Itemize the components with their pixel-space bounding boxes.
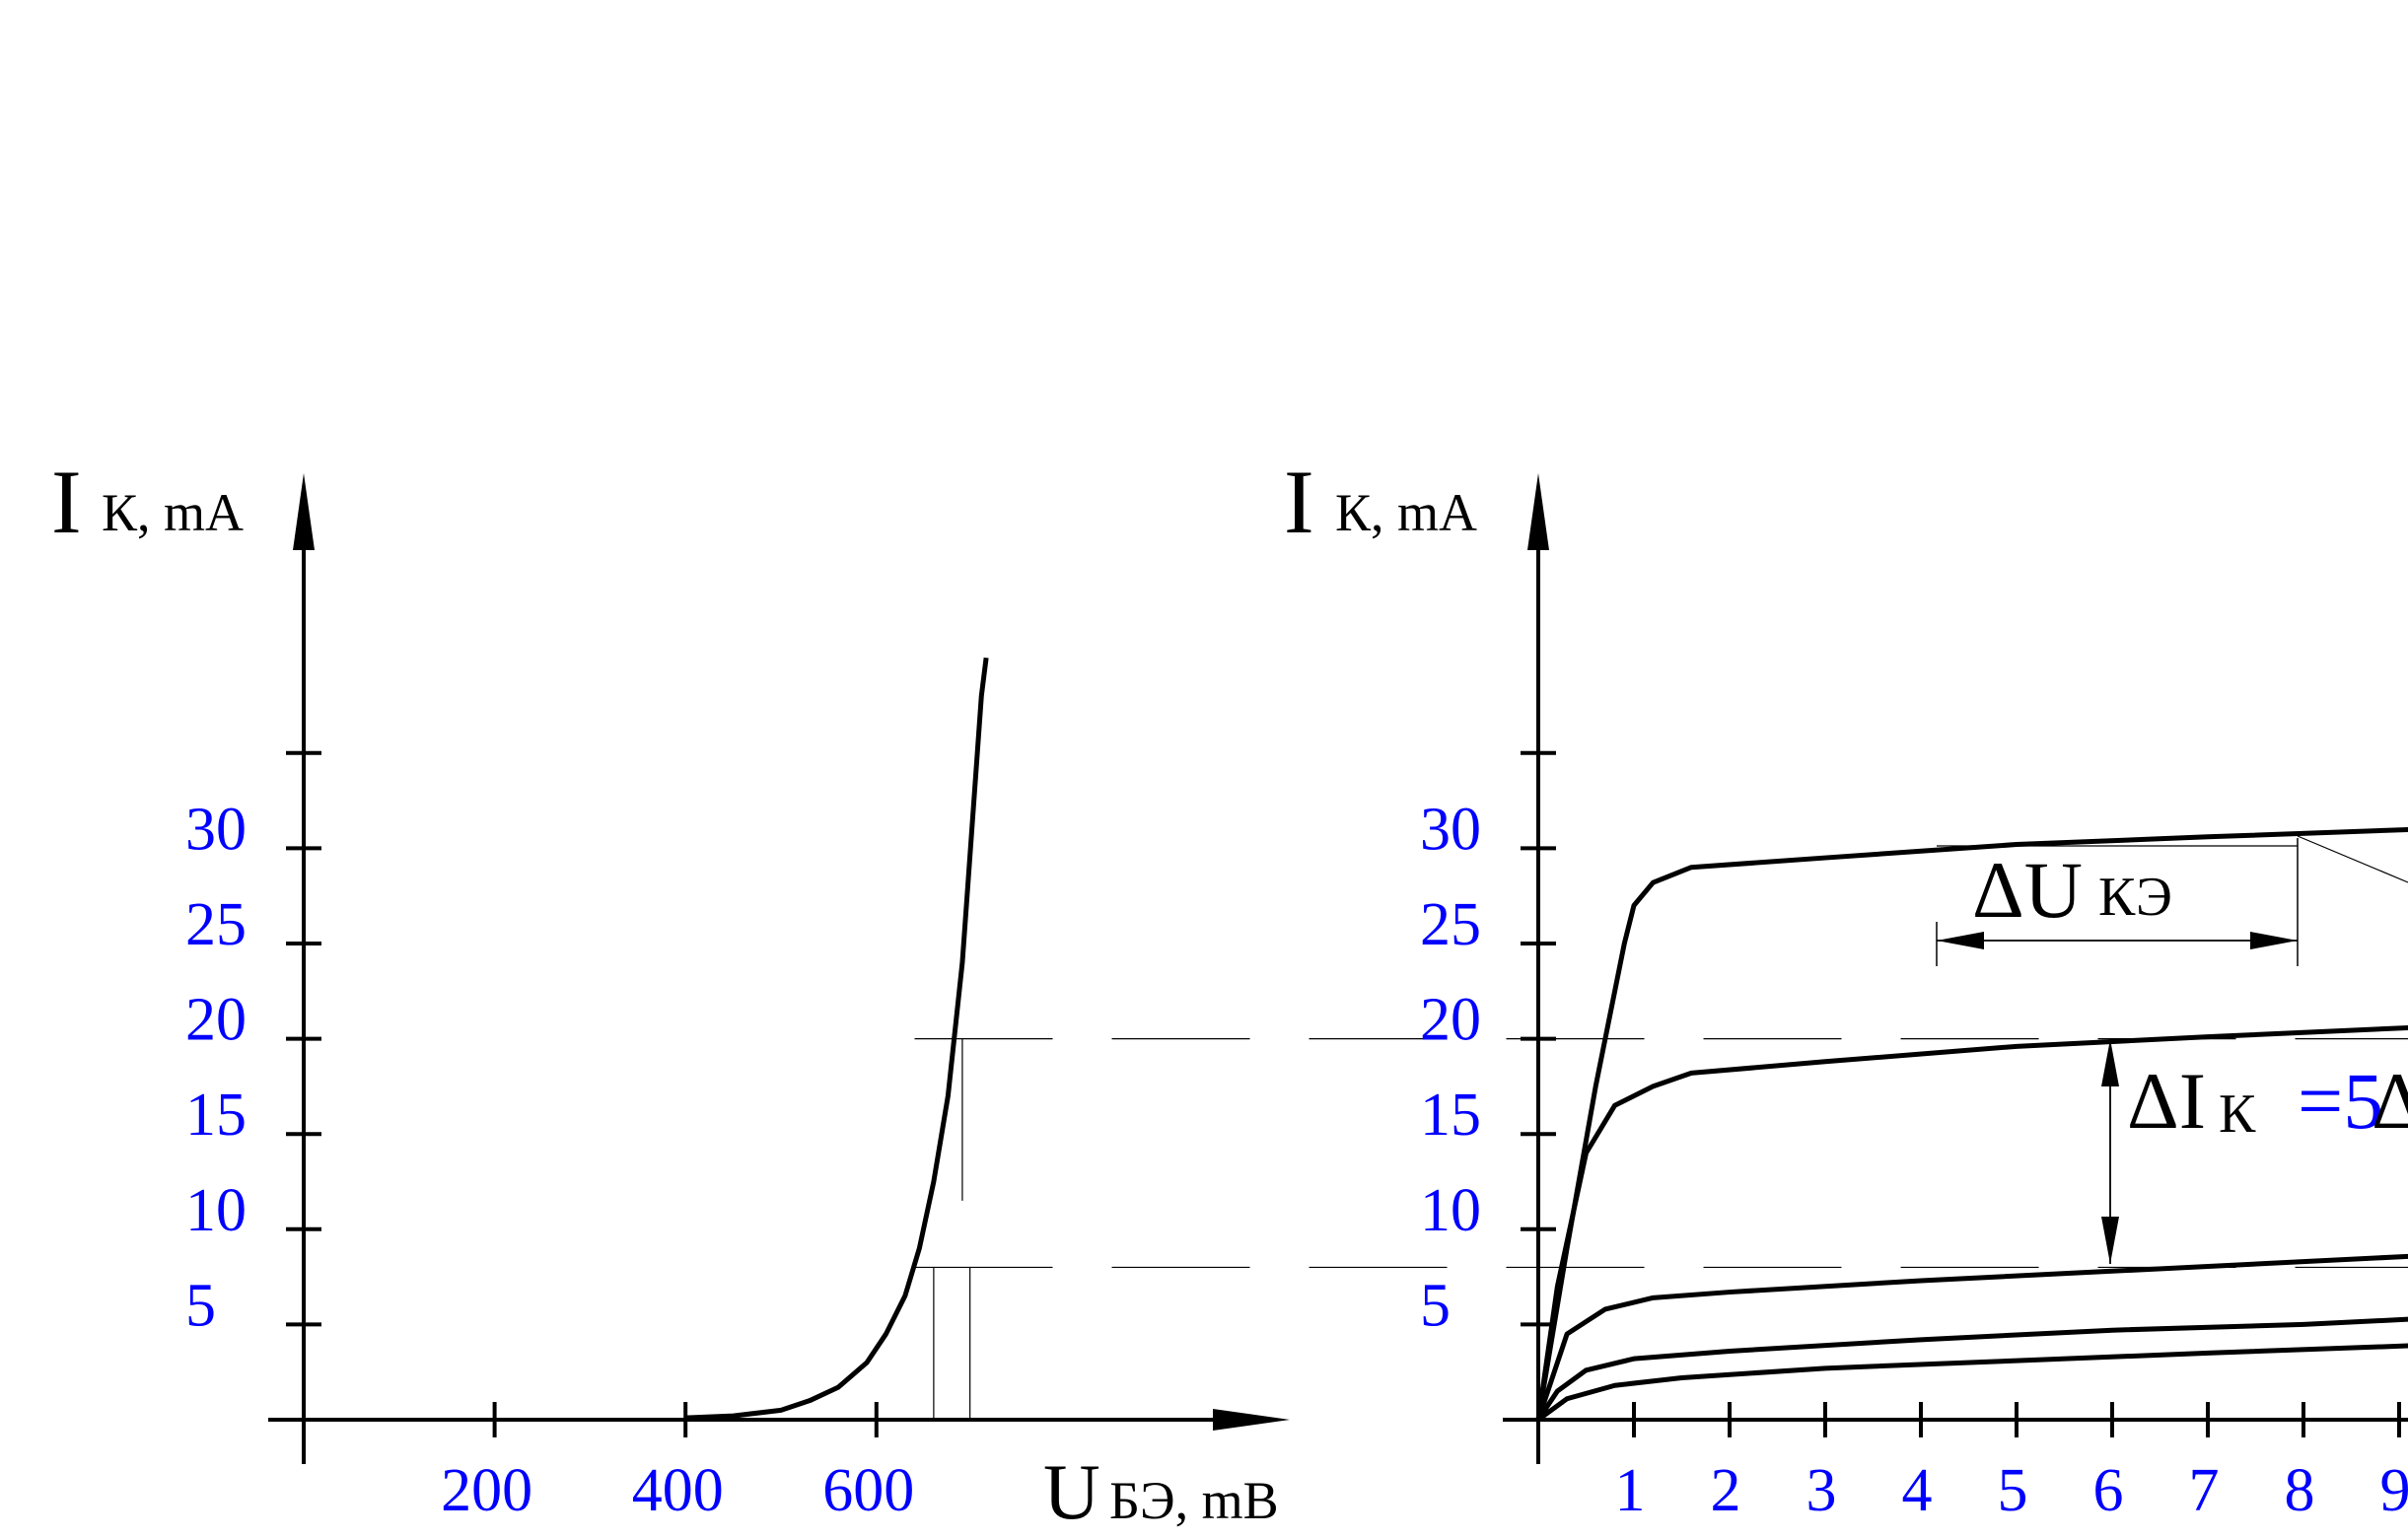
- left-x-tick-label: 200: [441, 1457, 532, 1524]
- right-y-tick-label: 5: [1420, 1272, 1451, 1339]
- right-x-tick-label: 7: [2189, 1457, 2220, 1524]
- right-x-tick-label: 4: [1902, 1457, 1933, 1524]
- left-chart: 30 25 20 15 10 5 200 400 600 I К, mA U БЭ, mВ: [51, 452, 1290, 1536]
- right-axes: [1503, 473, 2408, 1464]
- left-y-tick-label: 5: [185, 1272, 216, 1339]
- right-series-line-4: [1535, 1316, 2408, 1422]
- left-x-axis-label-sub: БЭ, mВ: [1109, 1471, 1279, 1530]
- delta-i-value: =5: [2298, 1056, 2383, 1146]
- delta-i-label: ΔI: [2127, 1056, 2206, 1146]
- left-y-tick-label: 30: [185, 796, 247, 863]
- right-y-tick-label: 15: [1420, 1082, 1481, 1149]
- delta-u-arrow-left: [1937, 932, 1984, 949]
- right-y-axis-label-sub: К, mA: [1335, 483, 1477, 542]
- right-series: [1535, 826, 2408, 1423]
- left-x-axis-arrowhead: [1213, 1409, 1290, 1431]
- left-y-tick-label: 15: [185, 1082, 247, 1149]
- delta-u-arrow-right: [2250, 932, 2298, 949]
- left-x-tick-labels: 200 400 600: [441, 1457, 914, 1524]
- right-series-line-5: [1536, 1343, 2408, 1423]
- left-y-tick-label: 10: [185, 1177, 247, 1244]
- left-y-axis-label-main: I: [51, 452, 82, 552]
- delta-u-slope-line: [2297, 835, 2408, 883]
- right-y-tick-label: 20: [1420, 987, 1481, 1054]
- right-series-line-2: [1535, 1024, 2408, 1421]
- left-series: [685, 657, 989, 1421]
- left-y-axis-label-sub: К, mA: [102, 483, 244, 542]
- left-y-tick-label: 20: [185, 987, 247, 1054]
- right-y-axis-arrowhead: [1527, 473, 1549, 550]
- left-y-tick-labels: 30 25 20 15 10 5: [185, 796, 247, 1339]
- right-series-line-1: [1535, 826, 2408, 1421]
- delta-i-label-sub: К: [2219, 1084, 2256, 1145]
- right-y-tick-labels: 30 25 20 15 10 5: [1420, 796, 1481, 1339]
- left-y-tick-label: 25: [185, 891, 247, 958]
- delta-i-annotation: ΔI К =5 Δ: [2101, 1039, 2408, 1264]
- right-y-axis-label-main: I: [1284, 452, 1314, 552]
- delta-i-cut: Δ: [2372, 1056, 2408, 1146]
- left-x-axis-label-main: U: [1043, 1449, 1100, 1536]
- right-x-tick-label: 6: [2093, 1457, 2124, 1524]
- delta-u-label: ΔU: [1972, 845, 2083, 935]
- left-x-tick-label: 600: [822, 1457, 914, 1524]
- delta-u-label-sub: КЭ: [2098, 867, 2172, 928]
- left-y-axis-arrowhead: [293, 473, 315, 550]
- right-x-tick-label: 2: [1711, 1457, 1741, 1524]
- delta-u-annotation: ΔU КЭ: [1936, 835, 2408, 966]
- right-y-tick-label: 30: [1420, 796, 1481, 863]
- right-x-tick-label: 8: [2285, 1457, 2315, 1524]
- right-x-tick-label: 1: [1615, 1457, 1646, 1524]
- right-x-tick-label: 5: [1998, 1457, 2028, 1524]
- right-x-tick-label: 3: [1806, 1457, 1837, 1524]
- right-x-tick-label: 9: [2380, 1457, 2408, 1524]
- delta-i-arrow-top: [2101, 1039, 2119, 1086]
- right-y-tick-label: 25: [1420, 891, 1481, 958]
- right-series-line-3: [1535, 1253, 2408, 1421]
- right-y-tick-label: 10: [1420, 1177, 1481, 1244]
- left-x-tick-label: 400: [632, 1457, 724, 1524]
- left-series-line: [685, 657, 989, 1421]
- left-axes: [268, 473, 1290, 1464]
- delta-i-arrow-bottom: [2101, 1217, 2119, 1264]
